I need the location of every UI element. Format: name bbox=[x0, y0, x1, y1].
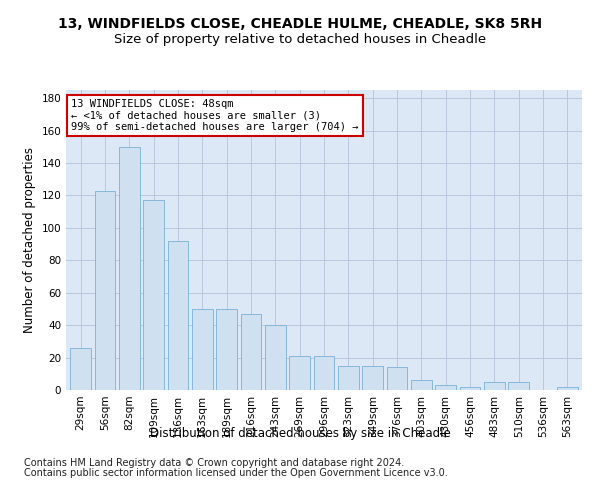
Bar bbox=[241, 314, 262, 390]
Bar bbox=[167, 241, 188, 390]
Bar bbox=[386, 368, 407, 390]
Bar bbox=[143, 200, 164, 390]
Bar bbox=[411, 380, 432, 390]
Bar bbox=[508, 382, 529, 390]
Bar bbox=[289, 356, 310, 390]
Bar bbox=[70, 348, 91, 390]
Bar bbox=[557, 387, 578, 390]
Bar bbox=[436, 385, 456, 390]
Bar bbox=[265, 325, 286, 390]
Bar bbox=[460, 387, 481, 390]
Text: Size of property relative to detached houses in Cheadle: Size of property relative to detached ho… bbox=[114, 32, 486, 46]
Text: 13 WINDFIELDS CLOSE: 48sqm
← <1% of detached houses are smaller (3)
99% of semi-: 13 WINDFIELDS CLOSE: 48sqm ← <1% of deta… bbox=[71, 99, 359, 132]
Bar bbox=[314, 356, 334, 390]
Bar bbox=[216, 309, 237, 390]
Bar bbox=[95, 190, 115, 390]
Text: Contains HM Land Registry data © Crown copyright and database right 2024.: Contains HM Land Registry data © Crown c… bbox=[24, 458, 404, 468]
Bar bbox=[338, 366, 359, 390]
Text: Distribution of detached houses by size in Cheadle: Distribution of detached houses by size … bbox=[149, 428, 451, 440]
Text: Contains public sector information licensed under the Open Government Licence v3: Contains public sector information licen… bbox=[24, 468, 448, 478]
Bar bbox=[484, 382, 505, 390]
Text: 13, WINDFIELDS CLOSE, CHEADLE HULME, CHEADLE, SK8 5RH: 13, WINDFIELDS CLOSE, CHEADLE HULME, CHE… bbox=[58, 18, 542, 32]
Bar bbox=[192, 309, 212, 390]
Bar bbox=[362, 366, 383, 390]
Bar bbox=[119, 147, 140, 390]
Y-axis label: Number of detached properties: Number of detached properties bbox=[23, 147, 36, 333]
